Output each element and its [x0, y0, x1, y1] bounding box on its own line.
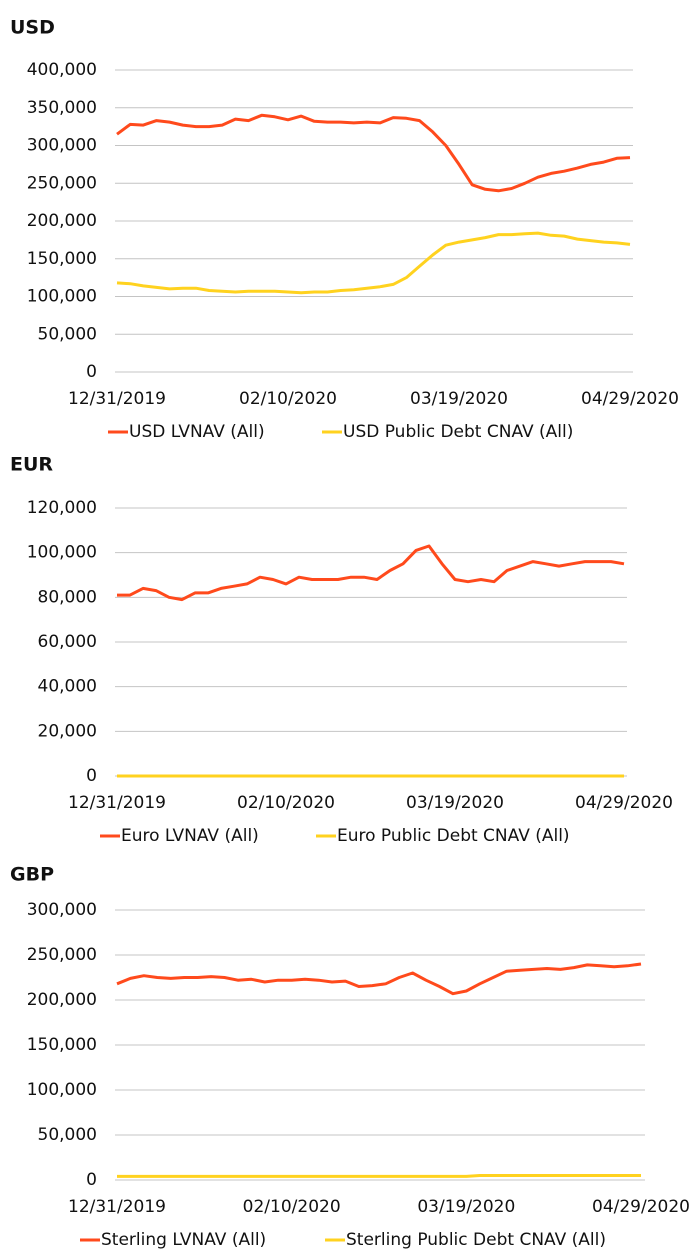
- data-line: [116, 962, 642, 996]
- y-tick-label: 400,000: [27, 60, 97, 80]
- chart: GBP 0 50,000 100,000 150,000 200,000 250,000 30…: [10, 864, 690, 1251]
- y-tick-label: 300,000: [27, 136, 97, 156]
- y-tick-label: 150,000: [27, 1035, 97, 1055]
- x-tick-label: 03/19/2020: [406, 793, 504, 813]
- y-tick-label: 300,000: [27, 900, 97, 920]
- chart: USD 0 50,000 100,000 150,000 200,000 250,000 30…: [10, 17, 679, 443]
- y-tick-label: 200,000: [27, 990, 97, 1010]
- y-tick-label: 50,000: [38, 324, 97, 344]
- legend-label: Euro Public Debt CNAV (All): [337, 826, 570, 846]
- x-tick-label: 02/10/2020: [243, 1197, 341, 1217]
- y-tick-label: 200,000: [27, 211, 97, 231]
- y-tick-label: 50,000: [38, 1125, 97, 1145]
- y-tick-label: 40,000: [38, 677, 97, 697]
- legend-label: USD Public Debt CNAV (All): [343, 422, 573, 442]
- y-tick-label: 0: [86, 1170, 97, 1190]
- data-line: [116, 113, 631, 193]
- x-tick-label: 04/29/2020: [581, 389, 679, 409]
- y-tick-label: 350,000: [27, 98, 97, 118]
- x-tick-label: 02/10/2020: [239, 389, 337, 409]
- data-line: [117, 544, 625, 602]
- chart-title: USD: [10, 17, 55, 39]
- y-tick-label: 100,000: [27, 287, 97, 307]
- x-tick-label: 12/31/2019: [68, 389, 166, 409]
- legend-label: Sterling LVNAV (All): [101, 1230, 266, 1250]
- y-tick-label: 0: [86, 766, 97, 786]
- x-tick-label: 12/31/2019: [68, 1197, 166, 1217]
- y-tick-label: 100,000: [27, 1080, 97, 1100]
- data-line: [117, 1174, 641, 1178]
- chart-title: GBP: [10, 864, 54, 886]
- legend-label: USD LVNAV (All): [129, 422, 265, 442]
- y-tick-label: 100,000: [27, 543, 97, 563]
- y-tick-label: 0: [86, 362, 97, 382]
- y-tick-label: 20,000: [38, 721, 97, 741]
- data-line: [116, 231, 631, 295]
- x-tick-label: 12/31/2019: [68, 793, 166, 813]
- x-tick-label: 04/29/2020: [592, 1197, 690, 1217]
- y-tick-label: 120,000: [27, 498, 97, 518]
- x-tick-label: 03/19/2020: [417, 1197, 515, 1217]
- x-tick-label: 03/19/2020: [410, 389, 508, 409]
- y-tick-label: 150,000: [27, 249, 97, 269]
- x-tick-label: 04/29/2020: [575, 793, 673, 813]
- y-tick-label: 60,000: [38, 632, 97, 652]
- y-tick-label: 250,000: [27, 945, 97, 965]
- y-tick-label: 80,000: [38, 587, 97, 607]
- x-tick-label: 02/10/2020: [237, 793, 335, 813]
- chart: EUR 0 20,000 40,000 60,000 80,000 100,000 120,0…: [10, 454, 673, 847]
- y-tick-label: 250,000: [27, 173, 97, 193]
- legend-label: Euro LVNAV (All): [121, 826, 259, 846]
- chart-title: EUR: [10, 454, 53, 476]
- legend-label: Sterling Public Debt CNAV (All): [346, 1230, 606, 1250]
